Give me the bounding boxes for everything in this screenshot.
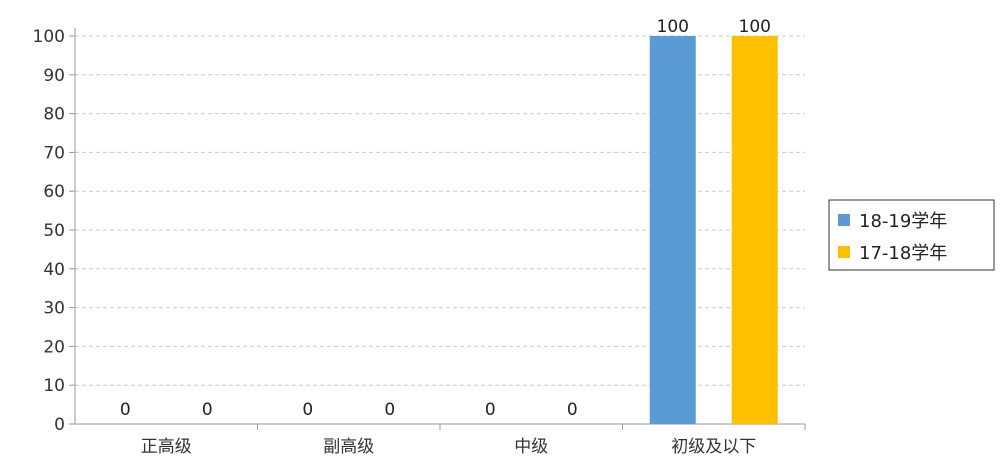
data-label: 0 xyxy=(485,400,496,420)
data-label: 0 xyxy=(384,400,395,420)
data-label: 100 xyxy=(657,17,689,37)
bars xyxy=(649,36,778,424)
legend-box xyxy=(828,199,995,271)
x-category-label: 初级及以下 xyxy=(671,437,756,457)
y-tick-label: 50 xyxy=(43,221,65,241)
legend-label: 17-18学年 xyxy=(859,243,947,264)
data-label: 0 xyxy=(120,400,131,420)
gridlines xyxy=(75,35,805,386)
data-label: 0 xyxy=(202,400,213,420)
y-tick-label: 20 xyxy=(43,337,65,357)
y-tick-label: 0 xyxy=(54,415,65,435)
y-tick-label: 60 xyxy=(43,182,65,202)
x-category-label: 正高级 xyxy=(141,437,192,457)
y-tick-label: 40 xyxy=(43,260,65,280)
legend-swatch xyxy=(838,214,850,226)
y-tick-label: 90 xyxy=(43,66,65,86)
data-labels: 0 0 0 0 0 0 100 100 xyxy=(120,17,771,420)
legend-swatch xyxy=(838,246,850,258)
bar xyxy=(731,36,778,424)
y-tick-label: 30 xyxy=(43,299,65,319)
y-tick-label: 100 xyxy=(33,27,65,47)
legend-label: 18-19学年 xyxy=(859,211,947,232)
axes: 0 10 20 30 40 50 60 70 80 90 100 正高级 副高级 中级 初级及以下 xyxy=(33,27,806,457)
x-category-label: 中级 xyxy=(514,437,548,457)
bar xyxy=(649,36,696,424)
data-label: 0 xyxy=(302,400,313,420)
data-label: 0 xyxy=(567,400,578,420)
legend: 18-19学年 17-18学年 xyxy=(828,199,995,271)
y-tick-label: 70 xyxy=(43,143,65,163)
x-category-label: 副高级 xyxy=(323,437,374,457)
y-tick-label: 10 xyxy=(43,376,65,396)
data-label: 100 xyxy=(739,17,771,37)
y-tick-label: 80 xyxy=(43,105,65,125)
